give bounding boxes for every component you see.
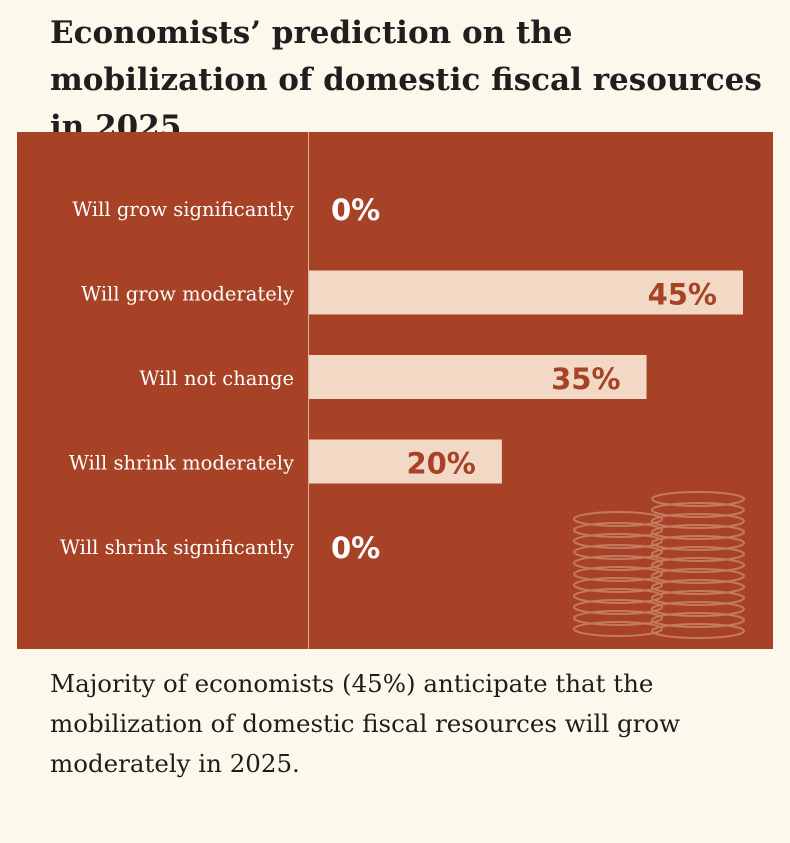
value-label: 35% bbox=[551, 362, 620, 396]
bar bbox=[309, 439, 502, 484]
coin-shape bbox=[573, 621, 663, 637]
coin-shape bbox=[573, 599, 663, 615]
coin-shape bbox=[573, 533, 663, 549]
bar bbox=[309, 355, 647, 399]
coin-shape bbox=[573, 566, 663, 582]
category-label: Will grow moderately bbox=[81, 283, 294, 306]
bar bbox=[309, 270, 743, 315]
coin-shape bbox=[651, 524, 745, 540]
category-label: Will grow significantly bbox=[72, 198, 294, 221]
coin-shape bbox=[573, 588, 663, 604]
coin-shape bbox=[573, 544, 663, 560]
value-label: 20% bbox=[406, 447, 475, 481]
chart-panel: Will grow significantly 0% Will grow moder… bbox=[17, 132, 773, 649]
coin-shape bbox=[651, 579, 745, 595]
coin-shape bbox=[573, 610, 663, 626]
coin-shape bbox=[651, 590, 745, 606]
coin-shape bbox=[573, 577, 663, 593]
coin-stacks-icon bbox=[573, 491, 745, 639]
bar-chart: Will grow significantly 0% Will grow moder… bbox=[60, 132, 743, 649]
coin-shape bbox=[651, 502, 745, 518]
coin-shape bbox=[651, 491, 745, 507]
coin-shape bbox=[651, 557, 745, 573]
category-label: Will shrink significantly bbox=[60, 536, 294, 559]
coin-shape bbox=[651, 568, 745, 584]
coin-shape bbox=[651, 546, 745, 562]
coin-shape bbox=[651, 601, 745, 617]
value-label: 0% bbox=[331, 193, 380, 227]
coin-shape bbox=[651, 623, 745, 639]
coin-shape bbox=[651, 513, 745, 529]
chart-title: Economists’ prediction on the mobilizati… bbox=[50, 15, 762, 145]
coin-shape bbox=[573, 522, 663, 538]
value-label: 0% bbox=[331, 531, 380, 565]
coin-shape bbox=[651, 612, 745, 628]
coin-shape bbox=[573, 511, 663, 527]
category-label: Will shrink moderately bbox=[69, 452, 294, 475]
caption-text: Majority of economists (45%) anticipate … bbox=[50, 669, 681, 778]
coin-shape bbox=[651, 535, 745, 551]
category-label: Will not change bbox=[139, 367, 294, 390]
coin-shape bbox=[573, 555, 663, 571]
value-label: 45% bbox=[648, 278, 717, 312]
